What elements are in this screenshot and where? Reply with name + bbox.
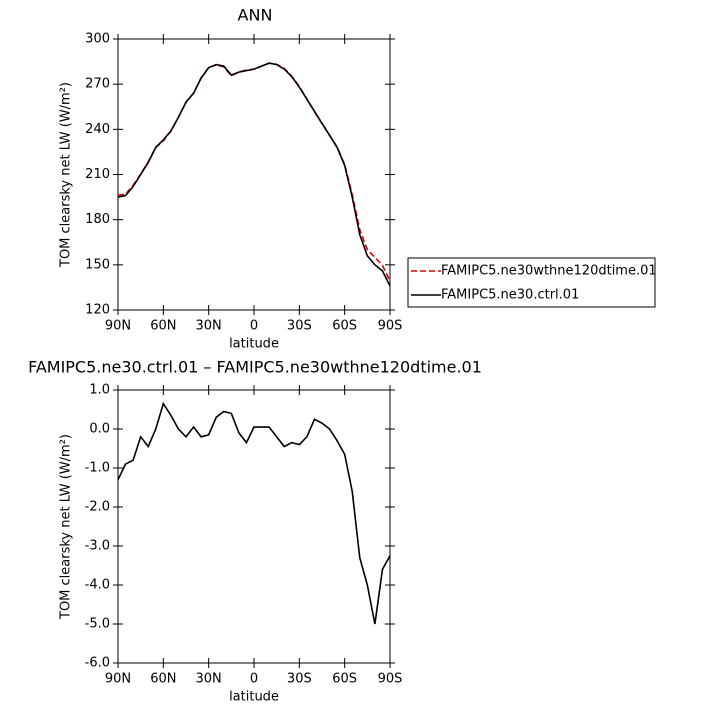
y-tick-label: -4.0: [85, 578, 110, 593]
y-tick-label: 300: [85, 32, 110, 47]
y-tick-label: -5.0: [85, 617, 110, 632]
x-axis-label: latitude: [229, 690, 279, 705]
chart-title: FAMIPC5.ne30.ctrl.01 – FAMIPC5.ne30wthne…: [28, 358, 482, 377]
x-tick-label: 30N: [196, 672, 222, 687]
legend-label: FAMIPC5.ne30wthne120dtime.01: [441, 264, 657, 279]
x-tick-label: 0: [250, 319, 258, 334]
y-tick-label: -6.0: [85, 656, 110, 671]
x-tick-label: 60N: [150, 672, 176, 687]
x-tick-label: 90S: [378, 319, 403, 334]
y-tick-label: 120: [85, 303, 110, 318]
legend-box: [407, 257, 656, 308]
x-tick-label: 0: [250, 672, 258, 687]
x-tick-label: 30S: [287, 319, 312, 334]
y-tick-label: 150: [85, 257, 110, 272]
legend-label: FAMIPC5.ne30.ctrl.01: [441, 288, 579, 303]
data-line: [117, 62, 391, 282]
x-tick-label: 60S: [332, 672, 357, 687]
y-tick-label: 1.0: [89, 383, 110, 398]
y-tick-label: 210: [85, 167, 110, 182]
y-axis-label: TOM clearsky net LW (W/m²): [59, 82, 74, 268]
y-tick-label: -2.0: [85, 500, 110, 515]
y-tick-label: -3.0: [85, 539, 110, 554]
x-tick-label: 90N: [105, 672, 131, 687]
x-tick-label: 30S: [287, 672, 312, 687]
data-line: [117, 401, 391, 625]
y-tick-label: -1.0: [85, 461, 110, 476]
x-tick-label: 60S: [332, 319, 357, 334]
plot-frame: [117, 38, 391, 311]
x-tick-label: 30N: [196, 319, 222, 334]
x-axis-label: latitude: [229, 337, 279, 352]
y-tick-label: 180: [85, 212, 110, 227]
y-axis-label: TOM clearsky net LW (W/m²): [59, 434, 74, 620]
x-tick-label: 60N: [150, 319, 176, 334]
x-tick-label: 90S: [378, 672, 403, 687]
y-tick-label: 240: [85, 122, 110, 137]
y-tick-label: 0.0: [89, 422, 110, 437]
y-tick-label: 270: [85, 77, 110, 92]
chart-title: ANN: [238, 6, 273, 25]
x-tick-label: 90N: [105, 319, 131, 334]
data-line: [117, 62, 391, 287]
plot-frame: [117, 389, 391, 664]
